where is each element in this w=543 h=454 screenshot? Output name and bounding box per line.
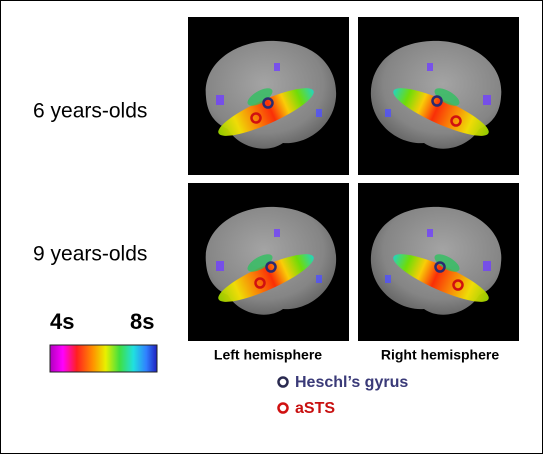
heschl-marker xyxy=(431,95,443,107)
heschl-marker xyxy=(434,261,446,273)
legend-symbol xyxy=(277,376,289,388)
row-label: 6 years-olds xyxy=(33,100,147,123)
brain-image xyxy=(188,17,349,175)
column-label: Left hemisphere xyxy=(214,347,322,363)
asts-marker xyxy=(452,279,464,291)
heschl-marker xyxy=(265,261,277,273)
legend-label: aSTS xyxy=(295,400,335,417)
asts-marker xyxy=(450,115,462,127)
asts-marker xyxy=(254,277,266,289)
markers xyxy=(250,95,464,291)
colorbar-min: 4s xyxy=(50,309,74,334)
legend-label: Heschl’s gyrus xyxy=(295,374,408,391)
heschl-marker xyxy=(262,97,274,109)
legend-symbol xyxy=(277,402,289,414)
asts-marker xyxy=(250,112,262,124)
colorbar-max: 8s xyxy=(130,309,154,334)
colorbar xyxy=(49,344,158,373)
column-label: Right hemisphere xyxy=(381,347,499,363)
row-label: 9 years-olds xyxy=(33,243,147,266)
